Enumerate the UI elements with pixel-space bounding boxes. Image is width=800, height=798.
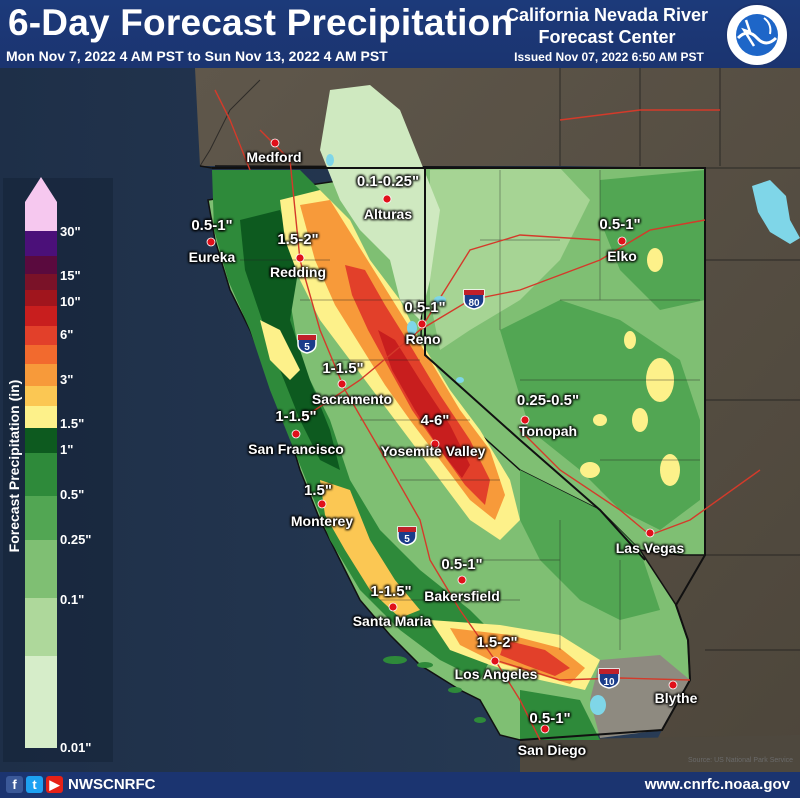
city-label-monterey: Monterey bbox=[290, 513, 354, 529]
mexico-land bbox=[520, 735, 800, 772]
legend-tick-0-5: 0.5" bbox=[60, 487, 85, 502]
highway-lines bbox=[214, 89, 761, 741]
oregon-border bbox=[199, 165, 213, 169]
city-label-bakersfield: Bakersfield bbox=[424, 588, 500, 604]
city-label-redding: Redding bbox=[270, 264, 326, 280]
city-label-alturas: Alturas bbox=[363, 206, 413, 222]
ca-nv-border bbox=[424, 168, 646, 561]
amount-yosemite: 4-6" bbox=[420, 412, 450, 429]
website-url[interactable]: www.cnrfc.noaa.gov bbox=[644, 776, 790, 793]
svg-text:5: 5 bbox=[404, 534, 410, 545]
outer-border bbox=[212, 167, 706, 741]
city-label-san-francisco: San Francisco bbox=[248, 441, 344, 457]
forecast-period: Mon Nov 7, 2022 4 AM PST to Sun Nov 13, … bbox=[6, 48, 388, 64]
amount-eureka: 0.5-1" bbox=[191, 217, 233, 234]
city-label-eureka: Eureka bbox=[188, 249, 236, 265]
city-label-yosemite-valley: Yosemite Valley bbox=[380, 443, 486, 459]
legend-panel bbox=[3, 178, 113, 762]
channel-islands bbox=[383, 656, 486, 723]
svg-text:80: 80 bbox=[468, 298, 480, 309]
social-links: f t ▶ bbox=[6, 776, 63, 793]
legend-tick-0-1: 0.1" bbox=[60, 592, 85, 607]
legend-color-scale bbox=[25, 177, 57, 748]
agency-name: California Nevada River Forecast Center bbox=[505, 5, 709, 47]
amount-elko: 0.5-1" bbox=[599, 216, 641, 233]
city-dots bbox=[206, 138, 678, 734]
amount-bakersfield: 0.5-1" bbox=[441, 556, 483, 573]
desert-green bbox=[520, 470, 660, 620]
amount-sacramento: 1-1.5" bbox=[322, 360, 364, 377]
footer-bar bbox=[0, 772, 800, 798]
city-label-tonopah: Tonopah bbox=[518, 423, 578, 439]
city-label-las-vegas: Las Vegas bbox=[615, 540, 685, 556]
legend-tick-0-25: 0.25" bbox=[60, 532, 92, 547]
amount-reno: 0.5-1" bbox=[404, 299, 446, 316]
issued-time: Issued Nov 07, 2022 6:50 AM PST bbox=[514, 50, 704, 64]
coast-dark-green bbox=[240, 210, 340, 470]
city-label-reno: Reno bbox=[405, 331, 441, 347]
central-coast-yellow bbox=[320, 480, 420, 618]
city-label-medford: Medford bbox=[246, 149, 302, 165]
facebook-icon[interactable]: f bbox=[6, 776, 23, 793]
legend-tick-30: 30" bbox=[60, 224, 81, 239]
svg-text:10: 10 bbox=[603, 677, 615, 688]
page-title: 6-Day Forecast Precipitation bbox=[8, 2, 514, 43]
amount-monterey: 1.5" bbox=[304, 482, 332, 499]
neighbor-land bbox=[195, 68, 800, 772]
ne-nevada-medium bbox=[600, 170, 705, 310]
legend-tick-0-01: 0.01" bbox=[60, 740, 92, 755]
amount-alturas: 0.1-0.25" bbox=[356, 173, 420, 190]
city-label-sacramento: Sacramento bbox=[311, 391, 393, 407]
city-label-santa-maria: Santa Maria bbox=[352, 613, 432, 629]
city-label-elko: Elko bbox=[607, 248, 637, 264]
ne-california-pale bbox=[320, 85, 440, 320]
interstate-5-shield-north: 5 bbox=[297, 334, 317, 354]
county-lines bbox=[240, 170, 700, 650]
city-label-san-diego: San Diego bbox=[517, 742, 587, 758]
north-coast-yellow bbox=[260, 320, 300, 380]
legend-tick-1: 1" bbox=[60, 442, 74, 457]
interstate-5-shield-south: 5 bbox=[397, 526, 417, 546]
amount-tonopah: 0.25-0.5" bbox=[516, 392, 580, 409]
source-credit: Source: US National Park Service bbox=[688, 757, 794, 764]
lakes bbox=[326, 154, 606, 715]
amount-santa-maria: 1-1.5" bbox=[370, 583, 412, 600]
legend-tick-6: 6" bbox=[60, 327, 74, 342]
legend-tick-15: 15" bbox=[60, 268, 81, 283]
great-salt-lake bbox=[752, 180, 800, 244]
nws-logo-icon bbox=[725, 3, 789, 67]
neighbor-state-lines bbox=[199, 68, 800, 651]
youtube-icon[interactable]: ▶ bbox=[46, 776, 63, 793]
la-red-band bbox=[500, 640, 570, 676]
city-label-blythe: Blythe bbox=[654, 690, 698, 706]
sierra-core bbox=[378, 330, 470, 478]
legend-tick-10: 10" bbox=[60, 294, 81, 309]
city-label-los-angeles: Los Angeles bbox=[454, 666, 538, 682]
amount-san-diego: 0.5-1" bbox=[529, 710, 571, 727]
san-diego-green bbox=[520, 690, 600, 740]
amount-san-francisco: 1-1.5" bbox=[275, 408, 317, 425]
legend-tick-3: 3" bbox=[60, 372, 74, 387]
amount-los-angeles: 1.5-2" bbox=[476, 634, 518, 651]
social-handle[interactable]: NWSCNRFC bbox=[68, 776, 156, 793]
header-bar bbox=[0, 0, 800, 68]
twitter-icon[interactable]: t bbox=[26, 776, 43, 793]
interstate-80-shield: 80 bbox=[463, 289, 485, 310]
legend-tick-1-5: 1.5" bbox=[60, 416, 85, 431]
legend-title: Forecast Precipitation (in) bbox=[6, 379, 22, 553]
svg-text:5: 5 bbox=[304, 342, 310, 353]
interstate-10-shield: 10 bbox=[598, 668, 620, 689]
amount-redding: 1.5-2" bbox=[277, 231, 319, 248]
